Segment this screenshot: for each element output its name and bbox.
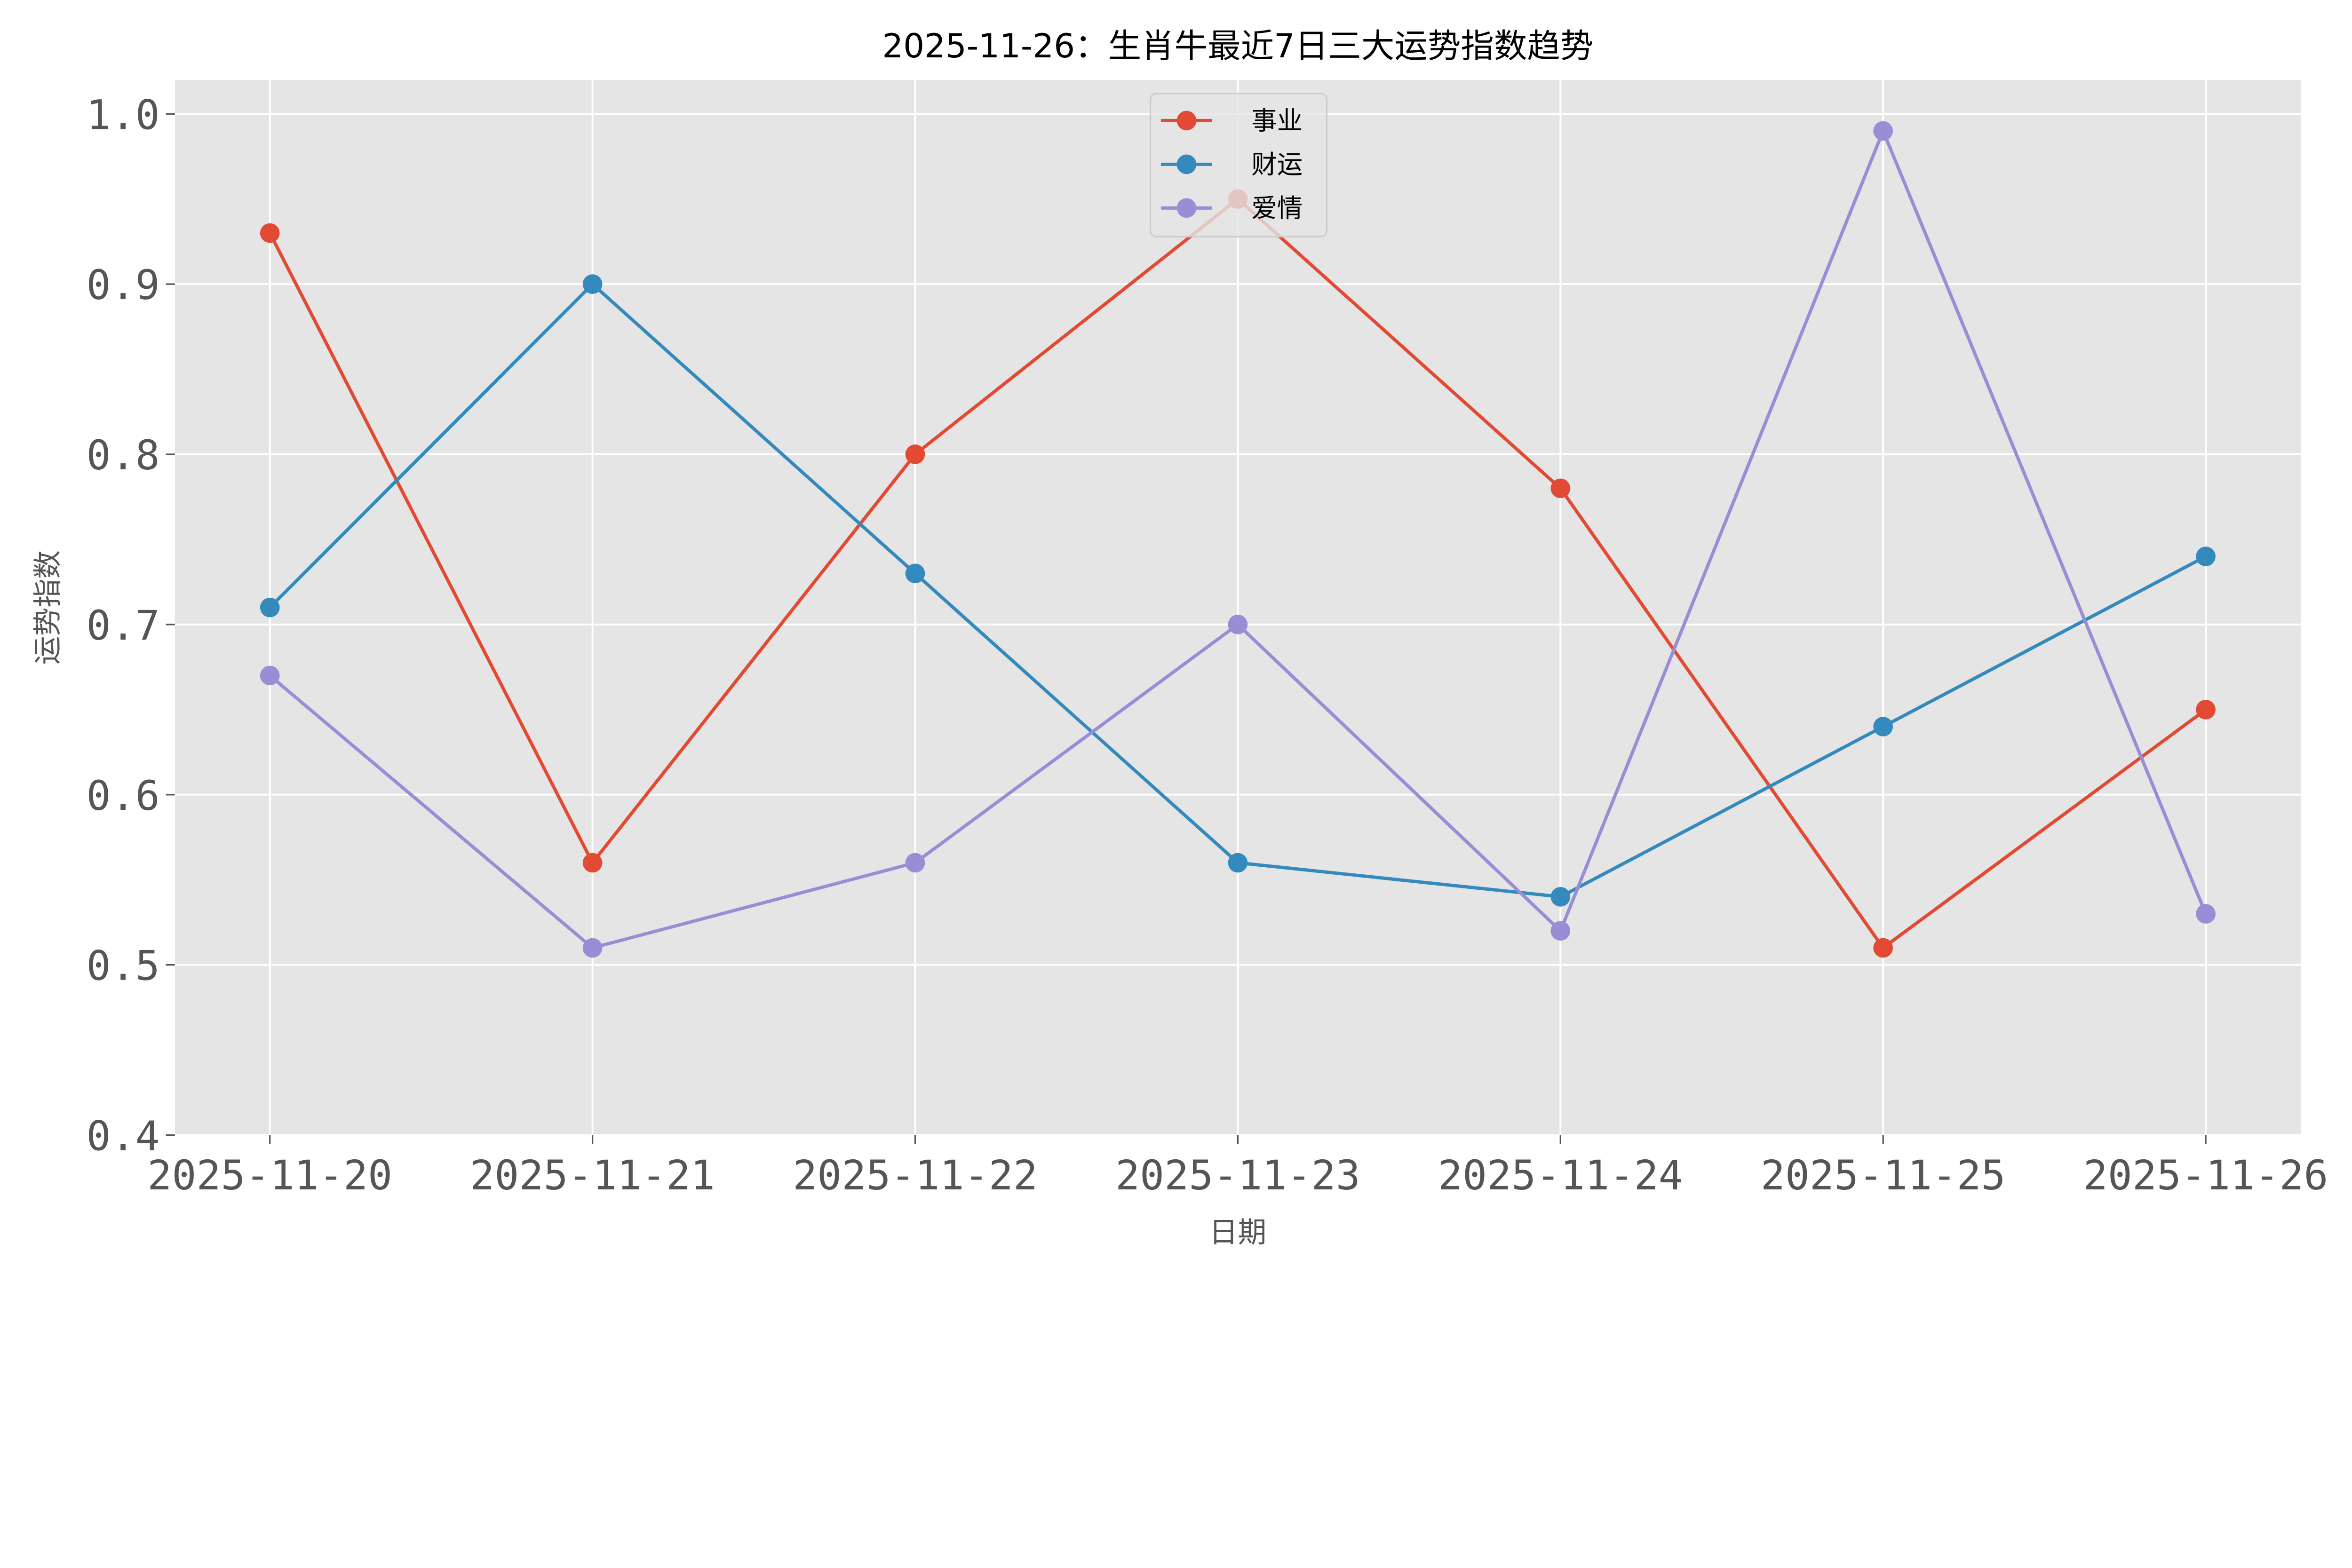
data-point [1873, 717, 1893, 736]
y-tick-label: 0.6 [86, 773, 159, 820]
legend-label: 财运 [1251, 150, 1303, 180]
data-point [1873, 121, 1893, 141]
data-point [1550, 921, 1571, 941]
data-point [1873, 938, 1893, 958]
x-tick-label: 2025-11-22 [793, 1152, 1038, 1199]
y-tick-label: 0.7 [86, 602, 159, 649]
legend-marker [1176, 198, 1197, 218]
x-tick-label: 2025-11-21 [470, 1152, 715, 1199]
y-axis: 0.4 0.5 0.6 0.7 0.8 0.9 1.0 [86, 92, 175, 1160]
legend-marker [1176, 154, 1197, 174]
data-point [582, 938, 603, 958]
data-point [582, 274, 603, 294]
legend-label: 爱情 [1251, 193, 1303, 223]
y-tick-label: 0.8 [86, 432, 159, 479]
legend-label: 事业 [1251, 106, 1303, 136]
y-tick-label: 0.9 [86, 262, 159, 309]
data-point [905, 563, 925, 584]
grid [175, 79, 2301, 1136]
legend-marker [1176, 111, 1197, 131]
x-tick-label: 2025-11-26 [2083, 1152, 2328, 1199]
series-2 [260, 274, 2216, 907]
x-axis-label: 日期 [1209, 1216, 1267, 1249]
line-chart: 0.40.50.60.70.80.91.0 2025-11-20 2025-11-… [31, 27, 2328, 1249]
data-point [905, 444, 925, 464]
y-tick-label: 0.5 [86, 943, 159, 990]
y-axis-label: 运势指数 [31, 550, 64, 665]
chart-title: 2025-11-26：生肖牛最近7日三大运势指数趋势 [882, 27, 1593, 65]
y-tick-label: 1.0 [86, 92, 159, 139]
data-point [260, 597, 280, 618]
data-point [260, 665, 280, 686]
x-tick-label: 2025-11-25 [1761, 1152, 2006, 1199]
data-point [260, 223, 280, 243]
data-point [2196, 699, 2216, 720]
x-tick-label: 2025-11-24 [1438, 1152, 1683, 1199]
x-axis: 2025-11-20 2025-11-21 2025-11-22 2025-11-23… [147, 1135, 2328, 1199]
data-point [2196, 904, 2216, 924]
data-point [582, 853, 603, 873]
data-point [1550, 887, 1571, 907]
data-point [1228, 615, 1248, 634]
x-tick-label: 2025-11-20 [147, 1152, 392, 1199]
data-point [905, 853, 925, 873]
data-point [2196, 546, 2216, 566]
x-tick-label: 2025-11-23 [1115, 1152, 1360, 1199]
y-tick-label: 0.4 [86, 1113, 159, 1160]
series-3 [260, 121, 2216, 958]
data-point [1550, 478, 1571, 499]
data-point [1228, 853, 1248, 873]
